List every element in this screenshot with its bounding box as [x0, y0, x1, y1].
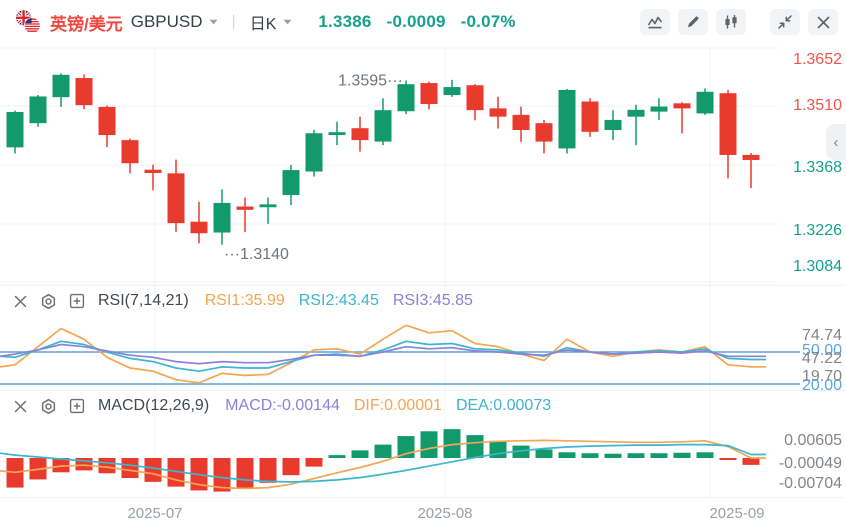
macd-value-3: DEA:0.00073 — [455, 397, 552, 414]
settings-gear-icon — [41, 293, 56, 309]
time-axis-label: 2025-09 — [709, 505, 765, 522]
close-icon — [14, 295, 27, 307]
minimize-button[interactable] — [770, 9, 800, 35]
period-label: 日K — [249, 16, 277, 33]
price-axis-label: 1.3510 — [793, 97, 842, 114]
gbpusd-flag-icon — [16, 10, 41, 34]
macd-add-button[interactable] — [69, 398, 85, 414]
add-indicator-icon — [69, 293, 85, 309]
macd-value-1: MACD:-0.00144 — [225, 397, 340, 414]
rsi-scale-label: 50.00 — [801, 342, 842, 359]
rsi-scale-label: 47.22 — [801, 350, 842, 367]
macd-scale-label: -0.00704 — [778, 475, 842, 492]
symbol-label: GBPUSD — [130, 12, 203, 31]
quote-strip: 1.3386 -0.0009 -0.07% — [318, 12, 515, 32]
rsi-scale-label: 20.00 — [801, 377, 842, 394]
settings-gear-icon — [41, 398, 56, 414]
macd-values: MACD:-0.00144 DIF:0.00001 DEA:0.00073 — [225, 397, 551, 415]
price-change-pct: -0.07% — [460, 12, 516, 31]
close-button[interactable] — [808, 9, 838, 35]
time-axis-label: 2025-08 — [417, 505, 473, 522]
draw-button[interactable] — [678, 9, 708, 35]
price-change: -0.0009 — [386, 12, 446, 31]
close-icon — [817, 16, 829, 28]
price-axis-label: 1.3368 — [793, 159, 842, 176]
chart-toolbar — [640, 9, 838, 35]
close-icon — [14, 400, 27, 412]
indicator-line-icon — [647, 16, 663, 29]
period-selector[interactable]: 日K — [250, 10, 293, 34]
low-price-annotation: ···1.3140 — [224, 246, 289, 263]
macd-value-2: DIF:0.00001 — [353, 397, 442, 414]
symbol-selector[interactable]: GBPUSD — [131, 12, 218, 32]
price-axis-label: 1.3084 — [793, 258, 842, 275]
rsi-scale-label: 74.74 — [801, 327, 842, 344]
rsi-value-2: RSI2:43.45 — [298, 292, 379, 309]
draw-pencil-icon — [688, 16, 699, 28]
macd-close-button[interactable] — [13, 399, 28, 414]
last-price: 1.3386 — [318, 12, 372, 31]
macd-scale-label: -0.00049 — [778, 455, 842, 472]
indicator-button[interactable] — [640, 9, 670, 35]
rsi-value-1: RSI1:35.99 — [204, 292, 285, 309]
price-axis-label: 1.3652 — [793, 51, 842, 68]
price-axis-label: 1.3226 — [793, 222, 842, 239]
chevron-down-icon — [283, 19, 292, 25]
pair-name: 英镑/美元 — [50, 14, 123, 34]
time-axis-label: 2025-07 — [127, 505, 183, 522]
collapse-window-icon — [778, 15, 792, 29]
add-indicator-icon — [69, 398, 85, 414]
collapse-sidebar-tab[interactable]: ‹ — [826, 124, 846, 160]
rsi-values: RSI1:35.99 RSI2:43.45 RSI3:45.85 — [205, 292, 473, 310]
rsi-settings-button[interactable] — [40, 293, 57, 310]
high-price-annotation: 1.3595··· — [338, 73, 403, 90]
macd-settings-button[interactable] — [40, 398, 57, 415]
macd-panel-header: MACD(12,26,9) MACD:-0.00144 DIF:0.00001 DE… — [13, 394, 551, 418]
macd-title: MACD(12,26,9) — [98, 397, 210, 414]
header-divider: | — [231, 13, 236, 30]
candlestick-icon — [725, 15, 737, 29]
rsi-panel-header: RSI(7,14,21) RSI1:35.99 RSI2:43.45 RSI3:45… — [13, 289, 473, 313]
rsi-add-button[interactable] — [69, 293, 85, 309]
rsi-scale-label: 19.70 — [801, 368, 842, 385]
rsi-close-button[interactable] — [13, 294, 28, 309]
rsi-value-3: RSI3:45.85 — [392, 292, 473, 309]
rsi-title: RSI(7,14,21) — [98, 292, 189, 309]
chart-header: 英镑/美元 GBPUSD | 日K 1.3386 -0.0009 -0.07% — [0, 0, 846, 44]
macd-scale-label: 0.00605 — [784, 432, 842, 449]
chevron-down-icon — [209, 19, 218, 25]
chart-style-button[interactable] — [716, 9, 746, 35]
